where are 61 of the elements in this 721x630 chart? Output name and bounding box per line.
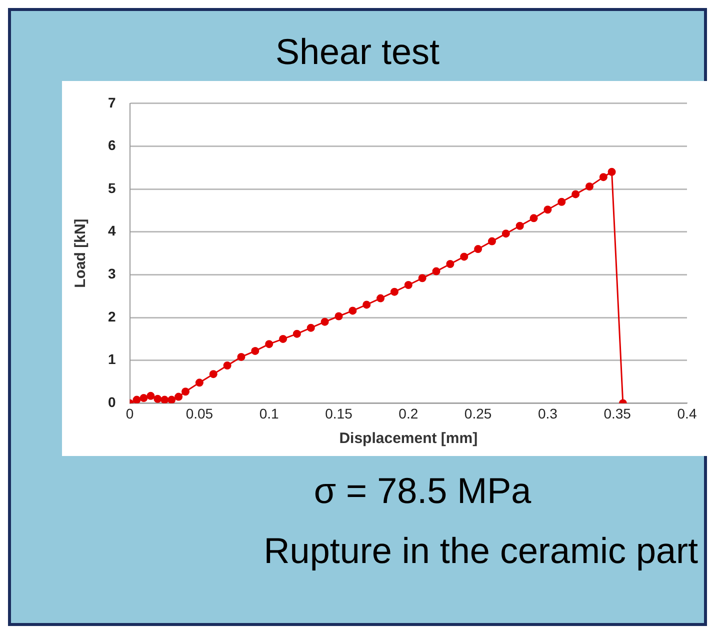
point <box>168 396 176 404</box>
x-tick-label: 0.2 <box>398 405 418 422</box>
point <box>320 318 329 326</box>
point <box>174 392 183 401</box>
point <box>209 370 218 378</box>
point <box>237 352 246 361</box>
point <box>251 346 260 355</box>
y-axis-title: Load [kN] <box>72 218 90 288</box>
text: Rupture in the ceramic part <box>262 530 699 572</box>
text: σ = 78.5 MPa <box>312 470 532 512</box>
y-tick-label: 6 <box>108 137 116 154</box>
point <box>292 330 301 338</box>
point <box>530 214 538 222</box>
x-axis-title: Displacement [mm] <box>339 430 478 448</box>
point <box>182 388 190 396</box>
x-tick-label: 0.05 <box>186 405 214 422</box>
point <box>418 274 426 282</box>
point <box>544 206 552 214</box>
point <box>608 168 616 176</box>
point <box>516 222 524 230</box>
point <box>488 237 496 246</box>
point <box>390 288 398 296</box>
point <box>376 294 385 302</box>
x-tick-label: 0.15 <box>325 405 353 422</box>
point <box>446 260 454 268</box>
y-tick-label: 3 <box>108 266 116 282</box>
point <box>334 312 343 320</box>
point <box>223 362 232 370</box>
chart-title: Shear test <box>274 31 441 74</box>
point <box>572 190 580 198</box>
y-tick-label: 7 <box>108 94 116 110</box>
point <box>348 306 357 315</box>
point <box>279 334 288 343</box>
x-tick-label: 0.35 <box>604 405 632 422</box>
point <box>502 230 510 238</box>
x-tick-label: 0.4 <box>677 405 697 422</box>
point <box>146 392 155 400</box>
point <box>474 245 482 254</box>
y-tick-label: 2 <box>108 308 116 324</box>
y-tick-label: 5 <box>108 180 116 196</box>
point <box>132 396 141 404</box>
point <box>599 173 608 182</box>
point <box>404 280 412 289</box>
point <box>362 300 371 309</box>
y-tick-label: 0 <box>108 394 116 410</box>
x-tick-label: 0.1 <box>259 405 280 422</box>
x-tick-label: 0.25 <box>464 405 492 422</box>
point <box>585 182 594 190</box>
point <box>160 396 169 404</box>
y-tick-label: 4 <box>108 222 116 239</box>
point <box>154 394 162 403</box>
x-tick-label: 0.3 <box>538 405 558 422</box>
point <box>265 340 274 348</box>
point <box>140 394 148 402</box>
point <box>460 252 468 261</box>
x-tick-label: 0 <box>126 405 134 422</box>
point <box>432 267 440 276</box>
point <box>558 198 566 206</box>
point <box>195 378 204 387</box>
y-tick-label: 1 <box>108 351 116 368</box>
point <box>306 324 315 332</box>
